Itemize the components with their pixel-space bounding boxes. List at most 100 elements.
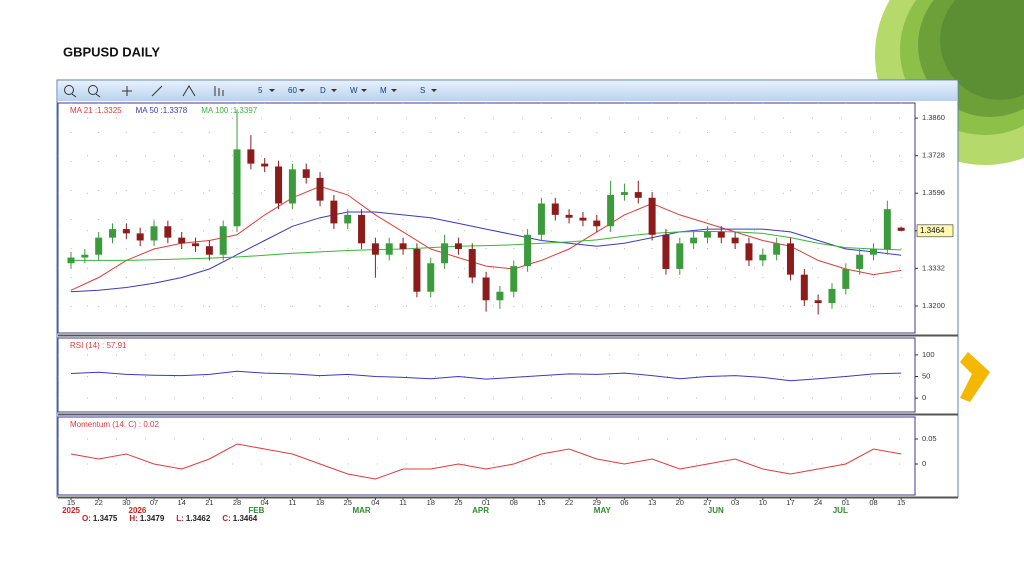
dropdown-arrow	[331, 89, 337, 92]
period-label: 2025	[62, 506, 80, 515]
candle-body	[883, 209, 891, 250]
candle-body	[607, 194, 615, 227]
x-tick-label: 15	[67, 498, 75, 507]
toolbar-button[interactable]: D	[320, 86, 326, 95]
last-price-box	[916, 224, 954, 238]
legend-entry: MA 50 :1.3378	[136, 106, 188, 115]
x-tick-label: 08	[869, 498, 877, 507]
ohlc-value: 1.3479	[140, 514, 165, 523]
x-tick-label: 04	[261, 498, 269, 507]
candle-body	[316, 177, 324, 201]
candle-body	[524, 234, 532, 267]
candle-body	[662, 234, 670, 269]
dropdown-arrow	[431, 89, 437, 92]
candle-body	[399, 243, 407, 250]
candle-body	[427, 263, 435, 292]
candle-body	[676, 243, 684, 269]
x-tick-label: 04	[371, 498, 379, 507]
x-tick-label: 07	[150, 498, 158, 507]
x-tick-label: 22	[565, 498, 573, 507]
y-tick-label: 1.3332	[922, 263, 945, 272]
candle-body	[95, 237, 103, 255]
candle-body	[773, 243, 781, 255]
ohlc-label: H:	[129, 514, 137, 523]
candle-body	[759, 254, 767, 261]
x-tick-label: 14	[178, 498, 186, 507]
candle-body	[358, 214, 366, 244]
candle-body	[247, 149, 255, 164]
x-tick-label: 06	[620, 498, 628, 507]
y-tick-label: 100	[922, 350, 935, 359]
candle-body	[136, 233, 144, 241]
candle-body	[565, 214, 573, 218]
indicator-label: RSI (14) : 57.91	[70, 341, 127, 350]
y-tick-label: 1.3596	[922, 188, 945, 197]
candle-body	[205, 246, 213, 255]
candle-body	[482, 277, 490, 301]
x-tick-label: 30	[122, 498, 130, 507]
period-label: 2026	[129, 506, 147, 515]
candle-body	[869, 249, 877, 255]
candle-body	[454, 243, 462, 250]
indicator-label: Momentum (14. C) : 0.02	[70, 420, 159, 429]
toolbar-button[interactable]: 5	[258, 86, 263, 95]
dropdown-arrow	[391, 89, 397, 92]
moving-average	[70, 211, 902, 293]
period-label: MAR	[352, 506, 370, 515]
candle-body	[634, 192, 642, 198]
toolbar-button[interactable]: 60	[288, 86, 297, 95]
toolbar-button[interactable]: M	[380, 86, 387, 95]
x-tick-label: 27	[703, 498, 711, 507]
ohlc-value: 1.3464	[233, 514, 258, 523]
candle-body	[302, 169, 310, 178]
last-price: 1.3464	[920, 226, 945, 235]
candle-body	[842, 268, 850, 289]
candle-body	[620, 192, 628, 195]
y-tick-label: 1.3860	[922, 113, 945, 122]
toolbar-button[interactable]: S	[420, 86, 425, 95]
candle-body	[828, 288, 836, 304]
candle-body	[468, 249, 476, 278]
x-tick-label: 15	[897, 498, 905, 507]
ohlc-label: O:	[82, 514, 91, 523]
x-tick-label: 01	[482, 498, 490, 507]
candle-body	[690, 237, 698, 244]
candle-body	[496, 291, 504, 301]
x-tick-label: 15	[537, 498, 545, 507]
x-tick-label: 25	[454, 498, 462, 507]
x-tick-label: 18	[427, 498, 435, 507]
candle-body	[192, 243, 200, 247]
candle-body	[233, 149, 241, 227]
dropdown-arrow	[269, 89, 275, 92]
x-tick-label: 28	[233, 498, 241, 507]
candle-body	[717, 231, 725, 238]
dropdown-arrow	[299, 89, 305, 92]
candle-body	[537, 203, 545, 235]
ohlc-label: C:	[222, 514, 230, 523]
candle-body	[745, 243, 753, 261]
panel	[57, 416, 916, 496]
y-tick-label: 1.3728	[922, 151, 945, 160]
candle-body	[897, 227, 905, 231]
ohlc-value: 1.3462	[186, 514, 211, 523]
x-tick-label: 08	[510, 498, 518, 507]
ohlc-label: L:	[176, 514, 184, 523]
y-tick-label: 0.05	[922, 434, 937, 443]
candle-body	[814, 300, 822, 304]
candle-body	[219, 226, 227, 255]
toolbar-button[interactable]: W	[350, 86, 358, 95]
period-label: JUN	[708, 506, 724, 515]
candle-body	[800, 274, 808, 301]
x-tick-label: 11	[288, 498, 296, 507]
indicator-line	[70, 370, 902, 382]
x-tick-label: 17	[786, 498, 794, 507]
candle-body	[441, 243, 449, 264]
x-tick-label: 18	[316, 498, 324, 507]
dropdown-arrow	[361, 89, 367, 92]
x-tick-label: 29	[593, 498, 601, 507]
toolbar	[58, 81, 957, 101]
candle-body	[593, 220, 601, 227]
candle-body	[178, 237, 186, 244]
legend-entry: MA 100 :1.3397	[201, 106, 258, 115]
